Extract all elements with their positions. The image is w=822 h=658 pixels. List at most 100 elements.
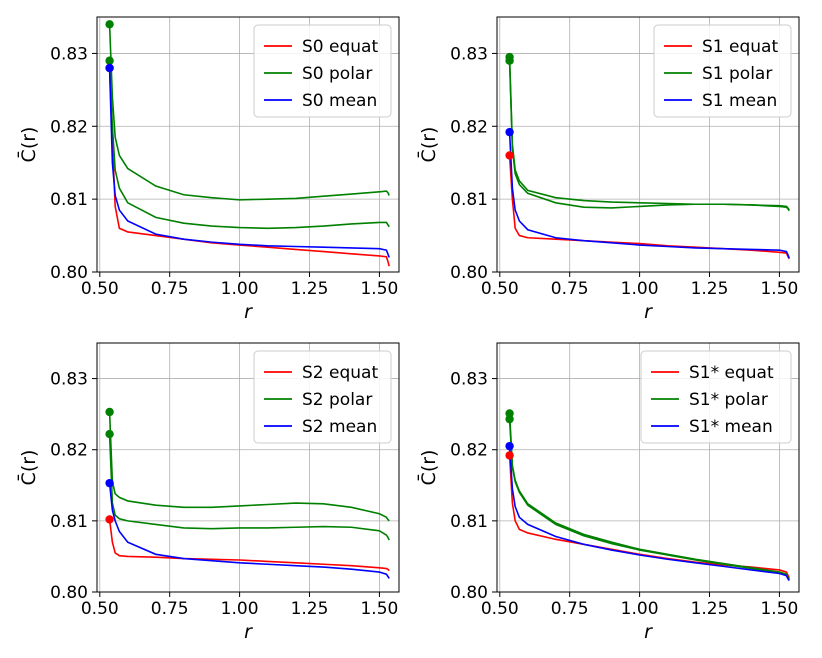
- series-line: [508, 155, 790, 260]
- y-tick-label: 0.82: [450, 117, 488, 137]
- series-start-marker: [505, 127, 514, 137]
- series-start-marker: [105, 20, 114, 29]
- x-tick-label: 1.25: [691, 599, 729, 619]
- series-line: [108, 24, 390, 201]
- series-line: [108, 519, 390, 572]
- x-tick-label: 0.50: [481, 279, 519, 299]
- series-group: [108, 24, 390, 267]
- axes-frame: [496, 16, 800, 273]
- chart-panel-2: 0.50 0.75 1.00 1.25 1.50 0.80 0.81 0.82 0.83 r C̄(…: [416, 16, 800, 323]
- x-axis-label: r: [644, 301, 653, 323]
- chart-panel-1: 0.50 0.75 1.00 1.25 1.50 0.80 0.81 0.82 0.83 r C̄(…: [16, 16, 400, 323]
- x-tick-label: 1.25: [291, 279, 329, 299]
- x-tick-label: 0.75: [551, 279, 589, 299]
- series-start-marker: [105, 407, 114, 417]
- x-tick-label: 1.50: [760, 599, 798, 619]
- x-tick-label: 1.00: [221, 279, 259, 299]
- legend-box: [253, 350, 392, 444]
- series-line: [508, 57, 790, 211]
- y-tick-label: 0.81: [450, 512, 488, 532]
- y-tick-label: 0.81: [50, 512, 88, 532]
- legend-label: S0 equat: [302, 37, 378, 57]
- y-tick-label: 0.83: [50, 44, 88, 64]
- x-tick-label: 1.00: [621, 599, 659, 619]
- chart-panel-4: 0.50 0.75 1.00 1.25 1.50 0.80 0.81 0.82 0.83 r C̄(…: [416, 342, 800, 643]
- series-start-marker: [505, 441, 514, 451]
- series-line: [508, 413, 790, 580]
- y-tick-label: 0.81: [450, 190, 488, 210]
- x-tick-label: 1.00: [621, 279, 659, 299]
- series-start-marker: [505, 451, 514, 460]
- x-tick-label: 1.50: [760, 279, 798, 299]
- y-tick-label: 0.82: [50, 441, 88, 461]
- x-tick-label: 0.50: [481, 599, 519, 619]
- x-axis-label: r: [644, 621, 653, 643]
- y-tick-label: 0.83: [450, 370, 488, 390]
- y-tick-label: 0.82: [50, 117, 88, 137]
- legend-label: S2 equat: [302, 363, 378, 383]
- series-start-marker: [105, 429, 114, 439]
- y-tick-label: 0.81: [50, 190, 88, 210]
- y-tick-label: 0.80: [450, 263, 488, 283]
- series-start-marker: [505, 52, 514, 62]
- x-tick-label: 0.50: [81, 279, 119, 299]
- series-start-marker: [105, 63, 114, 73]
- x-tick-label: 1.00: [221, 599, 259, 619]
- y-axis-label: C̄(r): [416, 450, 440, 486]
- y-axis-label: C̄(r): [416, 127, 440, 163]
- legend: S0 equat S0 polar S0 mean: [253, 24, 392, 118]
- x-tick-label: 1.50: [360, 279, 398, 299]
- y-axis-label: C̄(r): [16, 127, 40, 163]
- series-group: [508, 413, 790, 582]
- x-tick-label: 0.75: [151, 599, 189, 619]
- x-tick-label: 0.75: [551, 599, 589, 619]
- legend-box: [253, 24, 392, 118]
- legend-label: S2 mean: [302, 417, 377, 437]
- series-start-marker: [105, 56, 114, 65]
- y-tick-label: 0.82: [450, 441, 488, 461]
- x-tick-label: 1.25: [691, 279, 729, 299]
- y-axis-label: C̄(r): [16, 450, 40, 486]
- x-tick-label: 0.50: [81, 599, 119, 619]
- series-group: [508, 57, 790, 260]
- legend: S1* equat S1* polar S1* mean: [640, 350, 792, 444]
- x-axis-label: r: [244, 301, 253, 323]
- y-tick-label: 0.80: [50, 263, 88, 283]
- legend-box: [653, 24, 792, 118]
- series-line: [108, 60, 390, 230]
- axes-frame: [496, 342, 800, 593]
- series-start-marker: [505, 409, 514, 418]
- x-tick-label: 1.25: [291, 599, 329, 619]
- series-line: [108, 411, 390, 522]
- series-start-marker: [505, 151, 514, 160]
- chart-panel-3: 0.50 0.75 1.00 1.25 1.50 0.80 0.81 0.82 0.83 r C̄(…: [16, 342, 400, 643]
- legend-label: S0 polar: [302, 64, 372, 84]
- legend-label: S1* equat: [689, 363, 774, 383]
- series-line: [108, 483, 390, 579]
- legend: S2 equat S2 polar S2 mean: [253, 350, 392, 444]
- series-line: [508, 132, 790, 259]
- legend-label: S1 mean: [702, 91, 777, 111]
- series-line: [508, 446, 790, 582]
- x-tick-label: 0.75: [151, 279, 189, 299]
- y-tick-label: 0.83: [450, 44, 488, 64]
- legend: S1 equat S1 polar S1 mean: [653, 24, 792, 118]
- y-tick-label: 0.83: [50, 370, 88, 390]
- axes-frame: [96, 342, 400, 593]
- legend-label: S1 equat: [702, 37, 778, 57]
- legend-label: S1* mean: [689, 417, 773, 437]
- series-line: [108, 434, 390, 541]
- legend-label: S2 polar: [302, 390, 372, 410]
- legend-box: [640, 350, 792, 444]
- y-tick-label: 0.80: [450, 583, 488, 603]
- legend-label: S1 polar: [702, 64, 772, 84]
- y-tick-label: 0.80: [50, 583, 88, 603]
- axes-frame: [96, 16, 400, 273]
- series-group: [108, 411, 390, 579]
- x-axis-label: r: [244, 621, 253, 643]
- series-start-marker: [105, 515, 114, 524]
- x-tick-label: 1.50: [360, 599, 398, 619]
- series-line: [508, 455, 790, 579]
- series-line: [108, 67, 390, 258]
